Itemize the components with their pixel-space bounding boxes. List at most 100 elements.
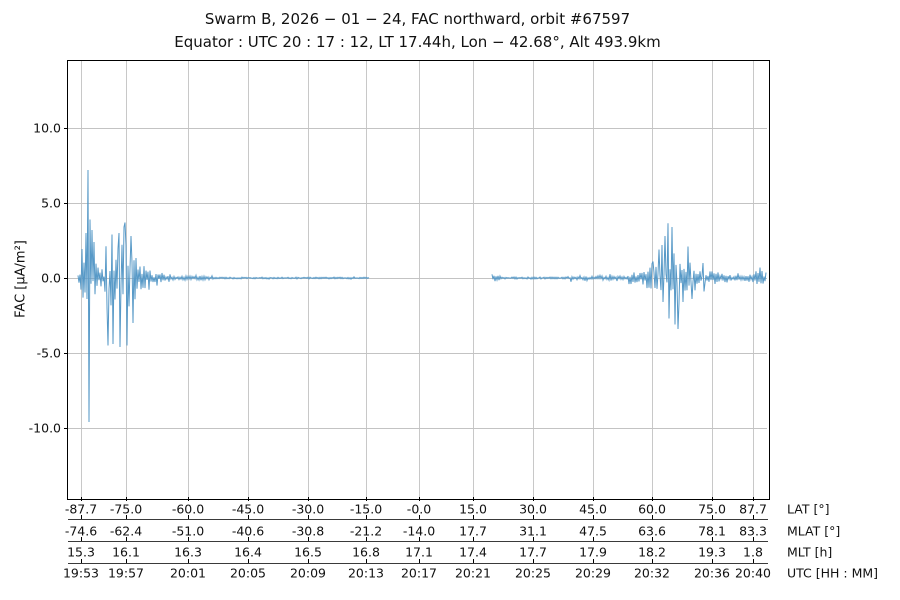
chart-title-line2: Equator : UTC 20 : 17 : 12, LT 17.44h, L… bbox=[174, 33, 661, 51]
x-tick-label: 63.6 bbox=[638, 523, 666, 538]
x-tick-label: 20:13 bbox=[347, 565, 385, 581]
x-tick-label: -21.2 bbox=[349, 523, 383, 538]
x-tick-label: -45.0 bbox=[231, 501, 265, 517]
x-tick-label: 1.8 bbox=[743, 544, 763, 559]
x-tick-mark bbox=[419, 497, 420, 501]
x-tick-label: 17.9 bbox=[579, 544, 607, 559]
x-tick-mark bbox=[473, 558, 474, 563]
x-tick-mark bbox=[753, 514, 754, 519]
x-tick-label: 16.1 bbox=[112, 544, 140, 559]
x-tick-mark bbox=[81, 514, 82, 519]
x-tick-label: -87.7 bbox=[64, 501, 98, 517]
x-tick-label: 20:32 bbox=[633, 565, 671, 581]
x-tick-mark bbox=[712, 558, 713, 563]
x-tick-label: -75.0 bbox=[109, 501, 143, 517]
axis-row-label: LAT [°] bbox=[787, 501, 830, 517]
x-tick-mark bbox=[248, 536, 249, 541]
y-tick-mark bbox=[64, 353, 68, 354]
x-tick-mark bbox=[126, 536, 127, 541]
x-tick-label: 20:21 bbox=[454, 565, 492, 581]
x-tick-mark bbox=[533, 558, 534, 563]
x-tick-label: 16.5 bbox=[294, 544, 322, 559]
x-tick-label: -62.4 bbox=[109, 523, 143, 538]
y-tick-label: 0.0 bbox=[41, 270, 61, 286]
x-tick-mark bbox=[533, 497, 534, 501]
x-tick-mark bbox=[366, 558, 367, 563]
x-tick-mark bbox=[712, 497, 713, 501]
x-tick-label: 30.0 bbox=[519, 501, 547, 517]
x-tick-label: 75.0 bbox=[698, 501, 726, 517]
x-tick-mark bbox=[248, 514, 249, 519]
x-tick-label: 15.0 bbox=[459, 501, 487, 517]
x-tick-mark bbox=[753, 497, 754, 501]
x-tick-mark bbox=[533, 514, 534, 519]
x-tick-label: 20:29 bbox=[574, 565, 612, 581]
x-tick-mark bbox=[652, 558, 653, 563]
x-tick-label: 20:17 bbox=[400, 565, 438, 581]
waveform-svg bbox=[68, 61, 767, 497]
x-tick-label: 60.0 bbox=[638, 501, 666, 517]
x-tick-mark bbox=[126, 497, 127, 501]
x-tick-label: -51.0 bbox=[171, 523, 205, 538]
x-tick-mark bbox=[188, 514, 189, 519]
x-tick-mark bbox=[652, 497, 653, 501]
x-tick-label: -40.6 bbox=[231, 523, 265, 538]
x-tick-mark bbox=[652, 514, 653, 519]
x-tick-label: 20:05 bbox=[229, 565, 267, 581]
x-tick-label: 17.7 bbox=[519, 544, 547, 559]
x-tick-label: 20:25 bbox=[514, 565, 552, 581]
axis-row-label: MLAT [°] bbox=[787, 523, 841, 538]
x-tick-label: 16.3 bbox=[174, 544, 202, 559]
x-tick-mark bbox=[308, 514, 309, 519]
x-tick-mark bbox=[126, 558, 127, 563]
x-tick-label: 31.1 bbox=[519, 523, 547, 538]
x-tick-mark bbox=[593, 514, 594, 519]
x-tick-label: -14.0 bbox=[402, 523, 436, 538]
x-tick-mark bbox=[308, 536, 309, 541]
x-tick-label: -15.0 bbox=[349, 501, 383, 517]
y-tick-mark bbox=[64, 278, 68, 279]
x-tick-label: 19:53 bbox=[62, 565, 100, 581]
y-tick-label: -10.0 bbox=[28, 420, 61, 436]
x-tick-mark bbox=[81, 558, 82, 563]
x-tick-label: -74.6 bbox=[64, 523, 98, 538]
x-tick-mark bbox=[473, 497, 474, 501]
x-tick-mark bbox=[188, 558, 189, 563]
x-tick-label: -60.0 bbox=[171, 501, 205, 517]
x-tick-mark bbox=[366, 536, 367, 541]
x-tick-label: -30.8 bbox=[291, 523, 325, 538]
fac-series-line bbox=[77, 169, 370, 423]
x-tick-label: -0.0 bbox=[406, 501, 432, 517]
x-tick-label: 17.7 bbox=[459, 523, 487, 538]
y-tick-label: -5.0 bbox=[36, 345, 61, 361]
x-tick-mark bbox=[81, 497, 82, 501]
x-tick-mark bbox=[473, 514, 474, 519]
x-tick-mark bbox=[308, 558, 309, 563]
x-tick-mark bbox=[473, 536, 474, 541]
x-tick-label: 83.3 bbox=[739, 523, 767, 538]
chart-title-line1: Swarm B, 2026 − 01 − 24, FAC northward, … bbox=[204, 10, 631, 28]
x-tick-mark bbox=[366, 497, 367, 501]
axis-row-separator bbox=[68, 562, 768, 564]
x-tick-label: -30.0 bbox=[291, 501, 325, 517]
x-tick-label: 20:36 bbox=[693, 565, 731, 581]
x-tick-label: 16.4 bbox=[234, 544, 262, 559]
x-tick-label: 17.4 bbox=[459, 544, 487, 559]
x-tick-label: 17.1 bbox=[405, 544, 433, 559]
x-tick-mark bbox=[248, 497, 249, 501]
y-tick-label: 10.0 bbox=[33, 120, 61, 136]
y-tick-mark bbox=[64, 428, 68, 429]
x-tick-label: 20:01 bbox=[169, 565, 207, 581]
axis-row-separator bbox=[68, 540, 768, 542]
y-tick-mark bbox=[64, 128, 68, 129]
x-tick-mark bbox=[419, 536, 420, 541]
x-tick-mark bbox=[753, 536, 754, 541]
x-tick-label: 47.5 bbox=[579, 523, 607, 538]
axis-row-label: UTC [HH : MM] bbox=[787, 565, 879, 581]
x-tick-mark bbox=[188, 497, 189, 501]
x-tick-mark bbox=[126, 514, 127, 519]
y-tick-label: 5.0 bbox=[41, 195, 61, 211]
x-tick-mark bbox=[308, 497, 309, 501]
x-tick-label: 19:57 bbox=[107, 565, 145, 581]
